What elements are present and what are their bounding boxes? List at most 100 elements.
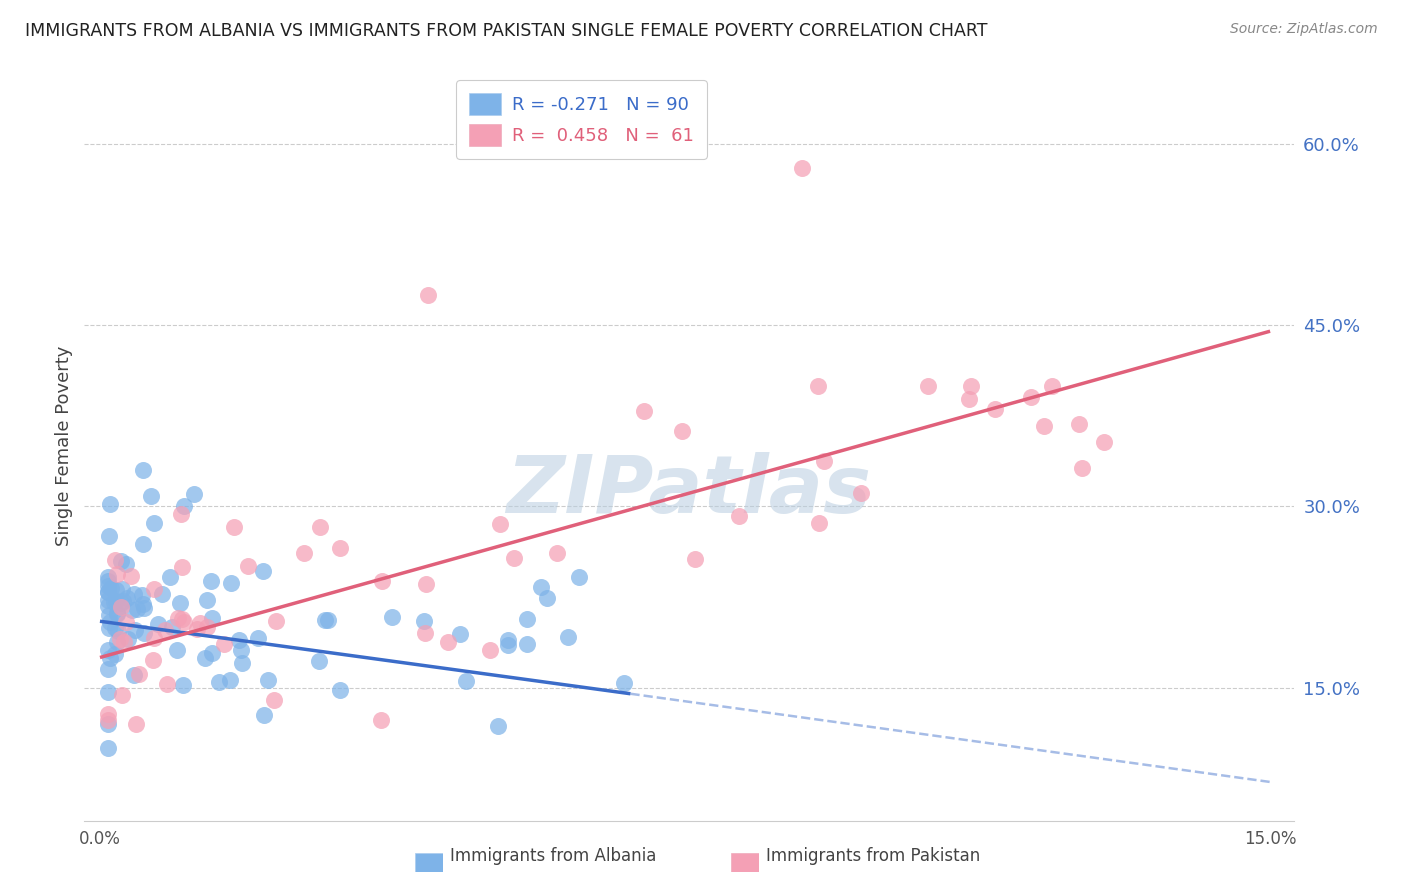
Point	[314, 613, 336, 627]
Point	[219, 673, 242, 687]
Point	[98, 497, 121, 511]
Point	[117, 632, 139, 646]
Point	[97, 706, 120, 721]
Text: ZIPatlas: ZIPatlas	[506, 452, 872, 530]
Point	[201, 646, 224, 660]
Point	[231, 656, 253, 670]
Point	[98, 529, 121, 543]
Y-axis label: Single Female Poverty: Single Female Poverty	[55, 346, 73, 546]
Point	[790, 161, 813, 175]
Point	[371, 574, 394, 588]
Point	[134, 626, 156, 640]
Point	[208, 675, 231, 690]
Point	[166, 642, 188, 657]
Point	[316, 613, 339, 627]
Point	[97, 713, 120, 727]
Point	[97, 599, 120, 613]
Point	[107, 607, 129, 621]
Point	[104, 647, 127, 661]
Point	[1067, 417, 1090, 431]
Point	[124, 624, 146, 638]
Point	[813, 454, 835, 468]
Point	[97, 570, 120, 584]
Point	[110, 554, 132, 568]
Point	[1033, 419, 1056, 434]
Point	[143, 632, 166, 646]
Point	[807, 516, 830, 530]
Point	[557, 630, 579, 644]
Point	[437, 635, 460, 649]
Point	[263, 693, 285, 707]
Point	[957, 392, 980, 406]
Point	[150, 587, 173, 601]
Point	[108, 632, 131, 646]
Point	[97, 585, 120, 599]
Point	[412, 615, 434, 629]
Point	[228, 632, 250, 647]
Point	[110, 595, 132, 609]
Point	[112, 635, 135, 649]
Point	[917, 378, 939, 392]
Point	[613, 676, 636, 690]
Point	[329, 541, 352, 556]
Point	[125, 602, 148, 616]
Point	[172, 677, 194, 691]
Point	[97, 585, 120, 599]
Point	[200, 574, 222, 588]
Point	[105, 593, 128, 607]
Point	[170, 560, 193, 574]
Point	[536, 591, 558, 606]
Point	[166, 610, 188, 624]
Point	[252, 564, 274, 578]
Point	[308, 655, 330, 669]
Point	[97, 607, 120, 622]
Point	[142, 516, 165, 531]
Text: Source: ZipAtlas.com: Source: ZipAtlas.com	[1230, 22, 1378, 37]
Point	[496, 638, 519, 652]
Point	[105, 635, 128, 649]
Point	[486, 719, 509, 733]
Point	[1092, 435, 1115, 450]
Point	[416, 288, 439, 302]
Point	[516, 612, 538, 626]
Point	[105, 566, 128, 581]
Point	[107, 624, 129, 639]
Point	[173, 500, 195, 514]
Point	[959, 378, 981, 392]
Point	[97, 592, 120, 607]
Point	[155, 624, 177, 638]
Point	[530, 580, 553, 594]
Point	[449, 627, 471, 641]
Point	[104, 552, 127, 566]
Point	[807, 378, 830, 392]
Point	[111, 594, 134, 608]
Point	[125, 716, 148, 731]
Point	[97, 717, 120, 731]
Point	[173, 615, 195, 630]
Point	[671, 424, 693, 438]
Point	[111, 582, 134, 597]
Legend: R = -0.271   N = 90, R =  0.458   N =  61: R = -0.271 N = 90, R = 0.458 N = 61	[456, 80, 707, 159]
Point	[183, 487, 205, 501]
Point	[257, 673, 280, 688]
Point	[122, 667, 145, 681]
Point	[120, 569, 142, 583]
Point	[97, 662, 120, 676]
Point	[212, 637, 235, 651]
Point	[264, 614, 287, 628]
Point	[98, 621, 121, 635]
Point	[292, 545, 315, 559]
Point	[128, 666, 150, 681]
Point	[132, 598, 155, 612]
Point	[633, 403, 655, 417]
Point	[489, 516, 512, 531]
Point	[683, 552, 706, 566]
Point	[146, 617, 169, 632]
Point	[115, 558, 138, 572]
Point	[131, 537, 153, 551]
Point	[105, 606, 128, 620]
Point	[124, 586, 146, 600]
Point	[98, 651, 121, 665]
Point	[309, 520, 332, 534]
Point	[568, 570, 591, 584]
